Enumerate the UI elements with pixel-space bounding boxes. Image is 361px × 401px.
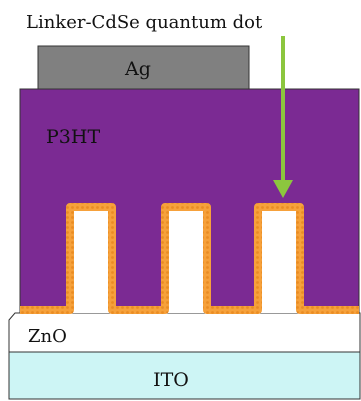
ito-label: ITO <box>153 369 189 391</box>
quantum-dot-texture <box>20 203 359 314</box>
zno-nanorods <box>73 210 297 313</box>
p3ht-label: P3HT <box>46 126 100 148</box>
ag-electrode <box>37 45 250 90</box>
linker-cdse-label: Linker-CdSe quantum dot <box>26 12 263 33</box>
zno-layer <box>8 312 361 353</box>
ag-label: Ag <box>124 58 151 80</box>
down-arrow-icon <box>273 36 293 198</box>
zno-label: ZnO <box>28 326 67 347</box>
ito-layer <box>8 351 361 400</box>
